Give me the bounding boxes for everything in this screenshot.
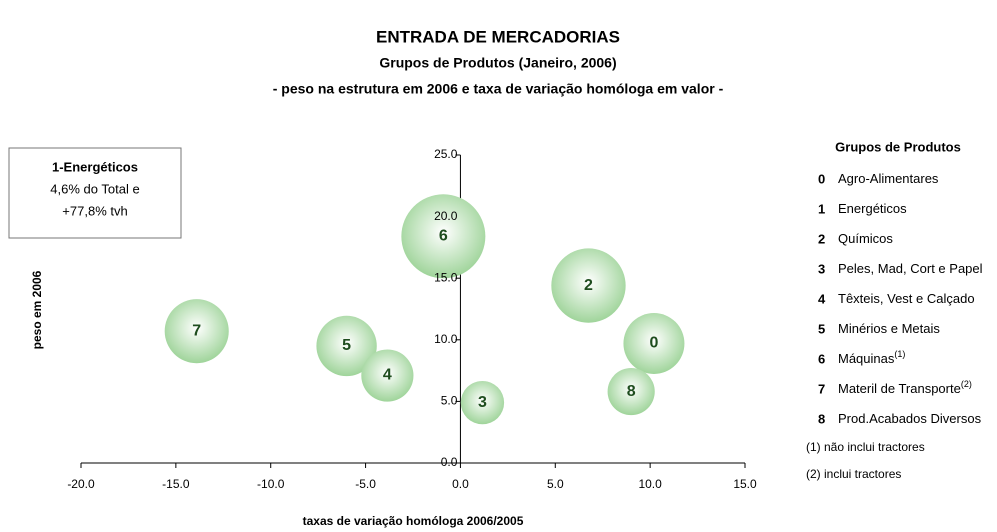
y-tick-label: 0.0 xyxy=(441,455,458,469)
y-tick-label: 5.0 xyxy=(441,394,458,408)
legend-label: Peles, Mad, Cort e Papel xyxy=(838,261,983,276)
bubble-label: 7 xyxy=(192,322,201,339)
bubble xyxy=(401,194,486,279)
annotation: +77,8% tvh xyxy=(62,203,127,218)
legend-label: Energéticos xyxy=(838,201,907,216)
legend-code: 5 xyxy=(818,321,825,336)
annotation: 4,6% do Total e xyxy=(50,181,139,196)
legend-label: Máquinas(1) xyxy=(838,349,905,366)
bubble-label: 0 xyxy=(649,335,658,352)
legend-label: Materil de Transporte(2) xyxy=(838,379,972,396)
legend-code: 6 xyxy=(818,351,825,366)
bubble-label: 8 xyxy=(627,383,636,400)
legend-name: Têxteis, Vest e Calçado xyxy=(838,291,975,306)
legend-name: Máquinas xyxy=(838,351,895,366)
legend-note: (1) xyxy=(894,349,905,359)
legend-code: 3 xyxy=(818,261,825,276)
bubble-label: 6 xyxy=(439,228,448,245)
y-axis-title: peso em 2006 xyxy=(30,270,44,349)
legend-label: Agro-Alimentares xyxy=(838,171,939,186)
legend-note: (1) não inclui tractores xyxy=(806,440,925,454)
x-tick-label: -5.0 xyxy=(355,477,376,491)
y-tick-label: 25.0 xyxy=(434,147,458,161)
bubble xyxy=(607,367,655,416)
bubble-label: 5 xyxy=(342,337,351,354)
y-tick-label: 20.0 xyxy=(434,209,458,223)
chart-title: ENTRADA DE MERCADORIAS xyxy=(376,27,620,46)
legend-name: Energéticos xyxy=(838,201,907,216)
bubble-label: 4 xyxy=(383,367,392,384)
annotation: 1-Energéticos xyxy=(52,159,138,174)
legend-label: Têxteis, Vest e Calçado xyxy=(838,291,975,306)
legend-name: Materil de Transporte xyxy=(838,381,961,396)
x-axis-title: taxas de variação homóloga 2006/2005 xyxy=(303,514,524,528)
legend-code: 7 xyxy=(818,381,825,396)
legend-code: 1 xyxy=(818,201,825,216)
bubble xyxy=(361,349,414,402)
legend-label: Prod.Acabados Diversos xyxy=(838,411,982,426)
chart-subtitle: Grupos de Produtos (Janeiro, 2006) xyxy=(379,55,616,71)
x-tick-label: 0.0 xyxy=(452,477,469,491)
y-tick-label: 10.0 xyxy=(434,332,458,346)
legend-code: 0 xyxy=(818,171,825,186)
legend-title: Grupos de Produtos xyxy=(835,139,961,154)
bubble xyxy=(623,313,685,374)
bubble xyxy=(316,315,377,377)
x-tick-label: 5.0 xyxy=(547,477,564,491)
legend-name: Agro-Alimentares xyxy=(838,171,939,186)
x-tick-label: -20.0 xyxy=(67,477,95,491)
bubble xyxy=(164,299,229,364)
bubble xyxy=(551,248,626,323)
chart-subtitle: - peso na estrutura em 2006 e taxa de va… xyxy=(273,81,724,97)
legend-name: Minérios e Metais xyxy=(838,321,940,336)
legend-name: Peles, Mad, Cort e Papel xyxy=(838,261,983,276)
bubble-label: 2 xyxy=(584,277,593,294)
bubble xyxy=(460,380,505,425)
legend-code: 2 xyxy=(818,231,825,246)
x-tick-label: -10.0 xyxy=(257,477,285,491)
legend-label: Químicos xyxy=(838,231,893,246)
annotation-box xyxy=(8,147,182,239)
y-tick-label: 15.0 xyxy=(434,270,458,284)
legend-name: Prod.Acabados Diversos xyxy=(838,411,982,426)
x-tick-label: -15.0 xyxy=(162,477,190,491)
legend-code: 4 xyxy=(818,291,826,306)
legend-note: (2) inclui tractores xyxy=(806,467,901,481)
legend-name: Químicos xyxy=(838,231,893,246)
x-tick-label: 15.0 xyxy=(733,477,757,491)
x-tick-label: 10.0 xyxy=(638,477,662,491)
legend-label: Minérios e Metais xyxy=(838,321,940,336)
bubble-label: 3 xyxy=(478,394,487,411)
legend-code: 8 xyxy=(818,411,825,426)
legend-note: (2) xyxy=(961,379,972,389)
